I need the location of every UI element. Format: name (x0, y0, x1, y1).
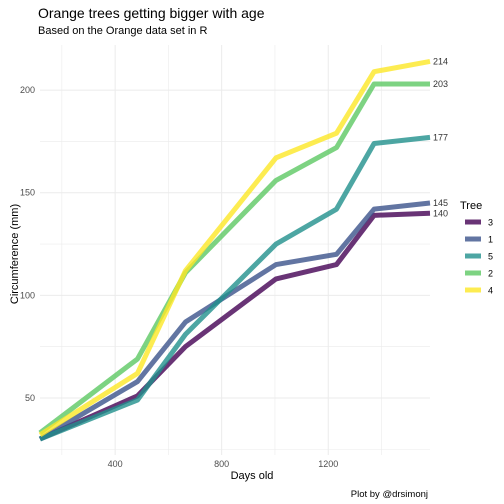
grid-lines (40, 45, 430, 455)
legend-keys: 3 1 5 2 4 (465, 218, 493, 296)
tick-labels: 400 800 1200 50 100 150 200 (20, 85, 338, 469)
series-line-tree-5 (39, 134, 431, 442)
x-axis-label: Days old (0, 470, 504, 482)
end-label-tree-2: 203 (433, 79, 448, 89)
legend-label-tree-2: 2 (488, 269, 493, 279)
chart-subtitle: Based on the Orange data set in R (38, 25, 208, 37)
y-tick-label: 150 (20, 188, 35, 198)
x-tick-label: 800 (214, 459, 229, 469)
legend-label-tree-1: 1 (488, 235, 493, 245)
caption: Plot by @drsimonj (350, 489, 428, 500)
end-label-tree-1: 145 (433, 198, 448, 208)
x-axis-label-text: Days old (230, 470, 274, 482)
legend-label-tree-5: 5 (488, 252, 493, 262)
series-line-tree-1 (38, 200, 431, 442)
legend-label-tree-4: 4 (488, 286, 493, 296)
end-label-tree-4: 214 (433, 56, 448, 66)
legend-label-tree-3: 3 (488, 218, 493, 228)
y-tick-label: 100 (20, 290, 35, 300)
chart-title: Orange trees getting bigger with age (38, 5, 265, 21)
legend-title: Tree (460, 200, 483, 212)
y-tick-label: 50 (25, 393, 35, 403)
end-label-tree-3: 140 (433, 208, 448, 218)
series-line-tree-4 (38, 58, 431, 438)
y-axis-label: Circumference (mm) (9, 203, 21, 305)
series-line-tree-2 (38, 81, 430, 435)
y-tick-label: 200 (20, 85, 35, 95)
series-lines (38, 58, 431, 442)
x-tick-label: 400 (108, 459, 123, 469)
end-label-tree-5: 177 (433, 132, 448, 142)
x-tick-label: 1200 (318, 459, 338, 469)
